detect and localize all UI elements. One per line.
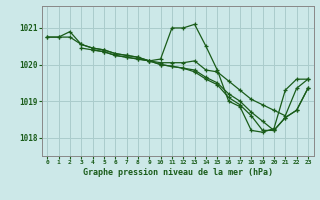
X-axis label: Graphe pression niveau de la mer (hPa): Graphe pression niveau de la mer (hPa) xyxy=(83,168,273,177)
